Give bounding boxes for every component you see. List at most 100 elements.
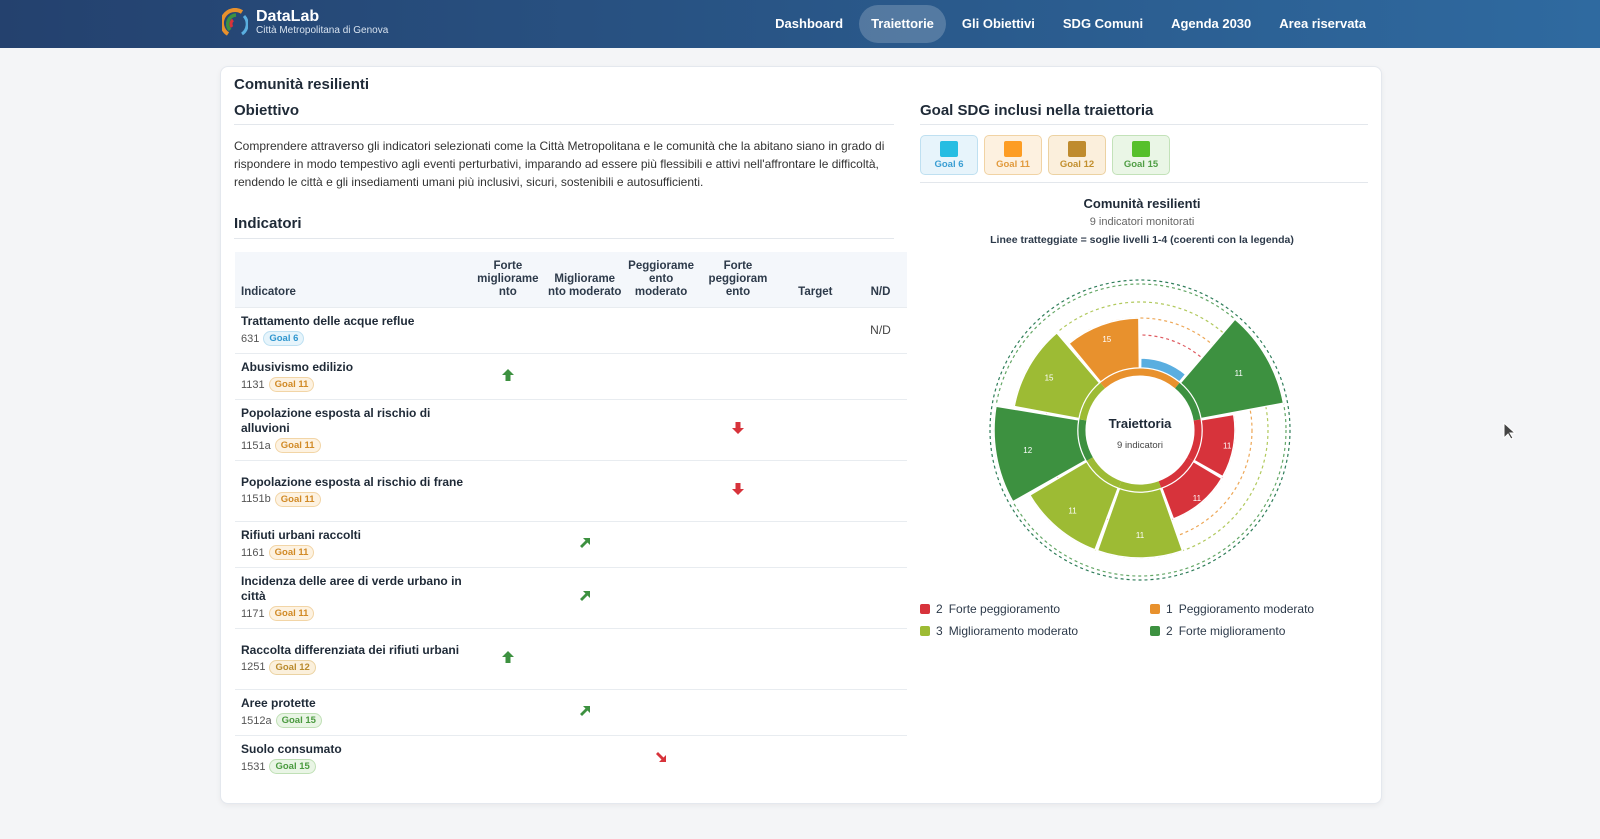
inner-ring-segment <box>1086 457 1122 488</box>
indicator-cell: Incidenza delle aree di verde urbano in … <box>235 566 470 628</box>
cell-target <box>776 627 855 689</box>
cell-target <box>776 352 855 399</box>
chart-subtitle: 9 indicatori monitorati <box>1089 216 1195 228</box>
app-title: DataLab <box>256 8 320 25</box>
indicator-name: Suolo consumato <box>241 742 342 757</box>
goal-badge: Goal 11 <box>274 438 321 453</box>
legend-count: 2 <box>1166 624 1173 638</box>
cell-strong-improve <box>469 459 547 521</box>
table-row[interactable]: Trattamento delle acque reflue 631 Goal 6 N… <box>235 306 907 353</box>
cell-strong-worse <box>699 520 777 567</box>
slice-label: 11 <box>1136 531 1145 540</box>
cell-strong-improve <box>469 734 547 781</box>
col-header-moderate-worse: Peggiorame ento moderato <box>622 252 700 307</box>
legend-count: 3 <box>936 624 943 638</box>
indicator-meta: 1171 Goal 11 <box>241 606 463 621</box>
brand[interactable]: DataLab Città Metropolitana di Genova <box>222 8 388 38</box>
chart-slice-1161[interactable] <box>1096 487 1184 559</box>
legend-label: Forte peggioramento <box>948 602 1061 616</box>
col-header-moderate-improve: Migliorame nto moderato <box>546 252 623 307</box>
cell-nd <box>854 352 907 399</box>
table-row[interactable]: Incidenza delle aree di verde urbano in … <box>235 566 907 628</box>
center-subtitle: 9 indicatori <box>1117 440 1163 451</box>
nav-item-area-riservata[interactable]: Area riservata <box>1279 16 1366 31</box>
cell-target <box>776 688 855 735</box>
cell-strong-worse <box>699 566 777 628</box>
legend-item: 2 Forte peggioramento <box>920 602 1150 616</box>
mouse-cursor-icon <box>1503 422 1517 440</box>
cell-moderate-worse <box>622 398 700 460</box>
goal-badge: Goal 11 <box>268 606 315 621</box>
table-row[interactable]: Aree protette 1512a Goal 15 <box>235 688 907 735</box>
table-row[interactable]: Popolazione esposta al rischio di alluvi… <box>235 398 907 460</box>
indicator-cell: Raccolta differenziata dei rifiuti urban… <box>235 627 470 689</box>
cell-strong-improve <box>469 306 547 353</box>
chart-slice-1512a[interactable] <box>1013 331 1101 420</box>
col-header-indicator: Indicatore <box>235 252 470 307</box>
indicator-name: Abusivismo edilizio <box>241 360 354 374</box>
cell-strong-worse <box>699 306 777 353</box>
inner-ring-segment <box>1118 481 1162 492</box>
sdg-goal-icon <box>940 140 958 157</box>
divider <box>234 238 894 239</box>
indicator-name: Popolazione esposta al rischio di frane <box>241 474 464 489</box>
nav-item-gli-obiettivi[interactable]: Gli Obiettivi <box>961 16 1035 31</box>
indicator-name: Incidenza delle aree di verde urbano in … <box>241 574 462 603</box>
sdg-tile-goal-15[interactable]: Goal 15 <box>1112 135 1170 175</box>
cell-nd <box>854 566 907 628</box>
nav-item-dashboard[interactable]: Dashboard <box>775 16 844 31</box>
indicator-meta: 1151a Goal 11 <box>241 438 463 453</box>
inner-ring-segment <box>1158 457 1194 488</box>
sdg-tile-goal-6[interactable]: Goal 6 <box>920 135 978 175</box>
goal-badge: Goal 12 <box>269 659 316 675</box>
legend-swatch <box>920 604 930 614</box>
table-row[interactable]: Abusivismo edilizio 1131 Goal 11 <box>235 352 907 399</box>
table-row[interactable]: Raccolta differenziata dei rifiuti urban… <box>235 627 907 689</box>
cell-strong-worse <box>699 688 777 735</box>
app-subtitle: Città Metropolitana di Genova <box>256 25 389 36</box>
indicator-code: 1171 <box>241 607 265 620</box>
sdg-tile-label: Goal 12 <box>1059 158 1095 170</box>
slice-label: 11 <box>1223 441 1232 450</box>
chart-slice-1171[interactable] <box>1028 460 1120 551</box>
inner-ring-segment <box>1079 382 1106 421</box>
arrow-up-right-icon <box>579 537 590 548</box>
cell-moderate-worse <box>622 520 700 567</box>
nav-item-traiettorie[interactable]: Traiettorie <box>859 5 946 43</box>
goal-badge: Goal 11 <box>268 545 315 560</box>
sdg-tile-label: Goal 6 <box>934 158 964 170</box>
indicator-name: Raccolta differenziata dei rifiuti urban… <box>241 642 460 657</box>
sdg-tile-goal-11[interactable]: Goal 11 <box>984 135 1042 175</box>
nav-item-sdg-comuni[interactable]: SDG Comuni <box>1062 16 1144 31</box>
datalab-logo-icon <box>222 8 248 36</box>
cell-moderate-improve <box>546 566 623 628</box>
cell-strong-worse <box>699 734 777 781</box>
sdg-tile-goal-12[interactable]: Goal 12 <box>1048 135 1106 175</box>
table-row[interactable]: Suolo consumato 1531 Goal 15 <box>235 734 907 781</box>
cell-strong-improve <box>469 688 547 735</box>
chart-slice-1151a[interactable] <box>1192 413 1236 478</box>
nav-item-agenda-2030[interactable]: Agenda 2030 <box>1171 16 1252 31</box>
chart-slice-1131[interactable] <box>1179 318 1285 420</box>
cell-target <box>776 459 855 521</box>
indicator-code: 1161 <box>241 546 265 559</box>
chart-slice-1531[interactable] <box>1067 317 1141 384</box>
cell-nd <box>854 688 907 735</box>
arrow-up-right-icon <box>579 705 590 716</box>
legend-count: 2 <box>936 602 943 616</box>
chart-slice-631[interactable] <box>1139 357 1187 384</box>
slice-label: 15 <box>1045 374 1054 383</box>
chart-slice-1251[interactable] <box>993 405 1088 503</box>
indicator-code: 1131 <box>241 378 265 391</box>
goal-badge: Goal 11 <box>268 377 315 392</box>
table-row[interactable]: Popolazione esposta al rischio di frane 1… <box>235 459 907 521</box>
cell-strong-worse <box>699 398 777 460</box>
indicator-meta: 1251 Goal 12 <box>241 659 463 675</box>
indicator-cell: Rifiuti urbani raccolti 1161 Goal 11 <box>235 520 470 567</box>
chart-slice-1151b[interactable] <box>1160 460 1223 520</box>
cell-nd <box>854 734 907 781</box>
indicator-code: 1531 <box>241 760 266 773</box>
table-row[interactable]: Rifiuti urbani raccolti 1161 Goal 11 <box>235 520 907 567</box>
chart-legend: 2 Forte peggioramento 1 Peggioramento moder… <box>920 602 1360 638</box>
indicator-code: 1151a <box>241 439 271 452</box>
